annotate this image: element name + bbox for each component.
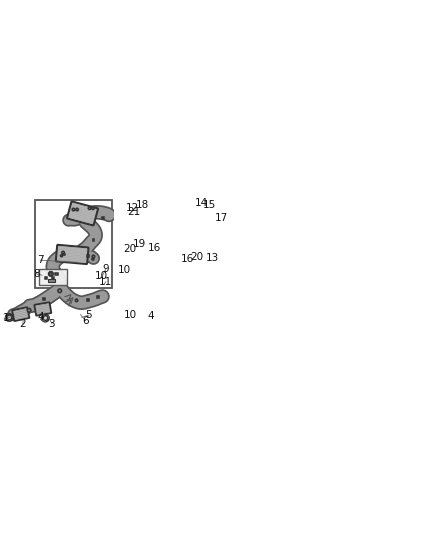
Text: 10: 10 xyxy=(117,265,131,275)
Text: 6: 6 xyxy=(82,316,89,326)
Circle shape xyxy=(75,299,78,302)
Bar xyxy=(35,200,112,288)
Text: 5: 5 xyxy=(85,310,92,320)
Circle shape xyxy=(92,207,94,209)
Bar xyxy=(42,298,45,300)
Circle shape xyxy=(27,309,31,312)
Text: 1: 1 xyxy=(2,312,9,322)
Text: 11: 11 xyxy=(99,277,113,287)
Text: 20: 20 xyxy=(191,252,204,262)
Circle shape xyxy=(42,314,49,321)
FancyBboxPatch shape xyxy=(12,308,29,321)
Bar xyxy=(92,239,94,240)
Text: 2: 2 xyxy=(20,319,26,329)
Text: 7: 7 xyxy=(37,255,43,265)
Circle shape xyxy=(60,255,63,257)
Text: 13: 13 xyxy=(206,253,219,263)
Text: 18: 18 xyxy=(136,199,149,209)
FancyBboxPatch shape xyxy=(67,201,98,225)
Text: 9: 9 xyxy=(102,264,109,274)
Text: 16: 16 xyxy=(181,254,194,264)
Text: 12: 12 xyxy=(126,203,139,213)
Text: 3: 3 xyxy=(49,319,55,329)
Text: 15: 15 xyxy=(203,200,216,210)
FancyBboxPatch shape xyxy=(35,302,51,316)
Circle shape xyxy=(7,315,12,320)
Bar xyxy=(56,273,58,275)
Circle shape xyxy=(92,255,95,258)
Circle shape xyxy=(62,252,64,254)
Text: 10: 10 xyxy=(124,310,137,320)
Circle shape xyxy=(6,314,13,321)
Text: 4: 4 xyxy=(147,311,154,321)
Circle shape xyxy=(92,258,94,260)
Bar xyxy=(97,296,99,298)
Bar xyxy=(102,217,104,219)
Circle shape xyxy=(49,271,53,276)
Text: 20: 20 xyxy=(123,244,136,254)
Text: 10: 10 xyxy=(95,271,108,281)
Text: 14: 14 xyxy=(195,198,208,207)
Text: 4: 4 xyxy=(38,312,44,322)
Bar xyxy=(87,255,88,256)
Text: 19: 19 xyxy=(133,239,146,248)
Bar xyxy=(47,279,55,281)
Text: 17: 17 xyxy=(215,213,228,223)
FancyBboxPatch shape xyxy=(56,245,88,264)
Circle shape xyxy=(88,207,91,209)
Text: 21: 21 xyxy=(127,207,141,216)
Bar xyxy=(45,277,47,279)
Bar xyxy=(52,277,54,279)
Circle shape xyxy=(58,289,61,293)
Text: 8: 8 xyxy=(33,269,40,279)
Bar xyxy=(87,299,89,301)
Circle shape xyxy=(49,272,52,275)
Bar xyxy=(39,269,67,285)
Circle shape xyxy=(43,316,48,320)
Text: 16: 16 xyxy=(148,243,161,253)
Bar xyxy=(64,254,65,255)
Circle shape xyxy=(76,208,78,211)
Circle shape xyxy=(72,208,75,211)
